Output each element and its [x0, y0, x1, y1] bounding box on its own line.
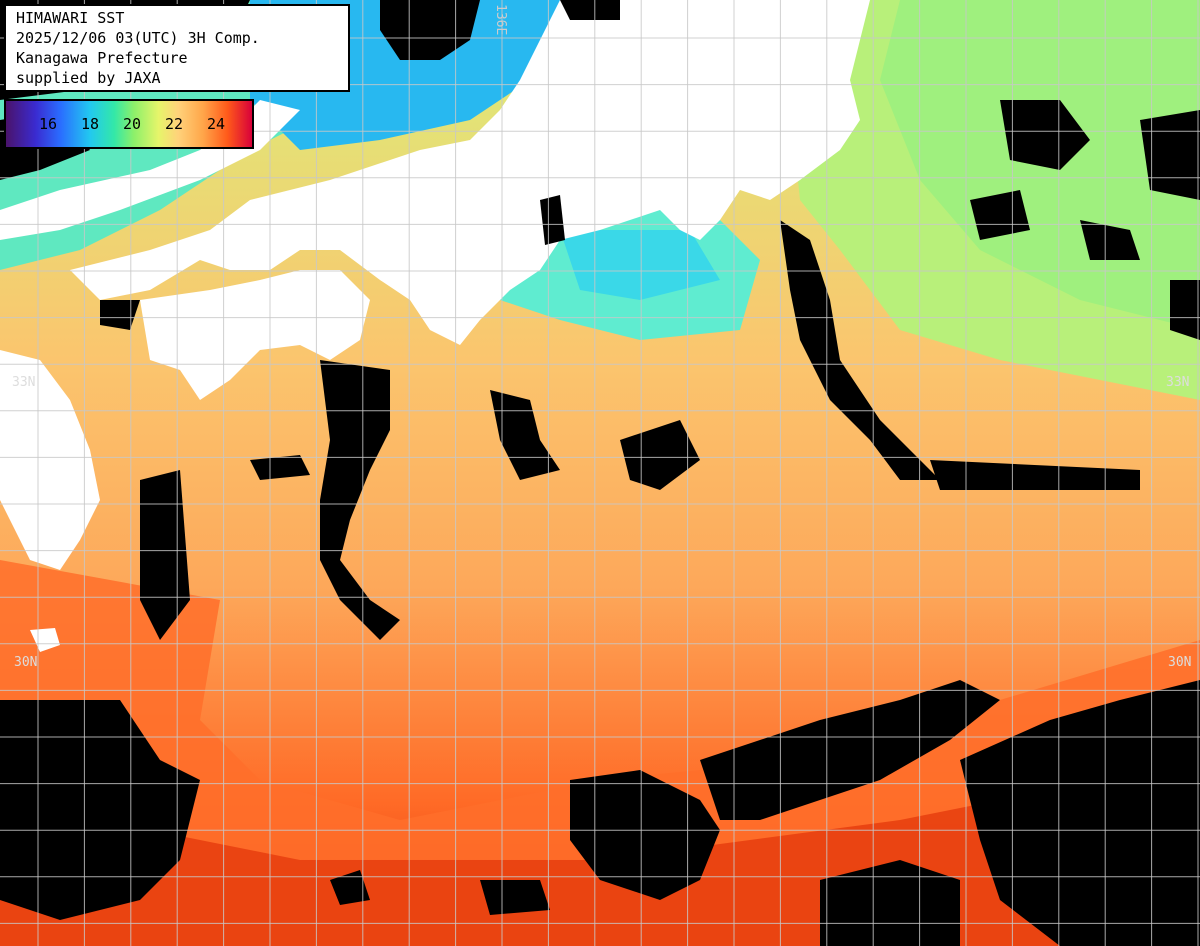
legend-label-16: 16 — [38, 115, 58, 133]
lat-label-30n-left: 30N — [14, 655, 37, 670]
title-line-product: HIMAWARI SST — [16, 9, 125, 27]
land-shikoku — [140, 270, 370, 400]
title-line-datetime: 2025/12/06 03(UTC) 3H Comp. — [16, 29, 260, 47]
legend-label-22: 22 — [164, 115, 184, 133]
legend-label-24: 24 — [206, 115, 226, 133]
land-kyushu — [0, 350, 100, 570]
lon-label-136e: 136E — [493, 4, 508, 35]
lat-label-33n-right: 33N — [1166, 375, 1189, 390]
sea-colder-central — [560, 230, 720, 300]
title-box: HIMAWARI SST 2025/12/06 03(UTC) 3H Comp.… — [4, 4, 350, 92]
title-line-region: Kanagawa Prefecture — [16, 49, 188, 67]
legend-label-20: 20 — [122, 115, 142, 133]
legend-label-18: 18 — [80, 115, 100, 133]
lat-label-30n-right: 30N — [1168, 655, 1191, 670]
lat-label-33n-left: 33N — [12, 375, 35, 390]
title-line-credit: supplied by JAXA — [16, 69, 161, 87]
color-legend: 16 18 20 22 24 — [4, 99, 254, 149]
legend-color-bar — [6, 101, 252, 147]
